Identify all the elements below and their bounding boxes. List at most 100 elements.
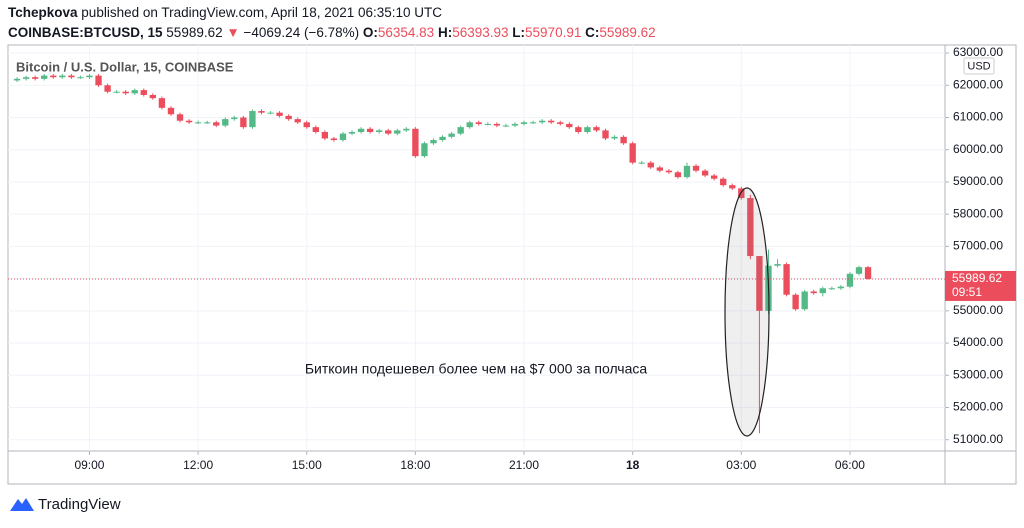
y-tick-label: 57000.00 bbox=[953, 239, 1003, 253]
candle-body bbox=[41, 75, 48, 79]
change: −4069.24 (−6.78%) bbox=[244, 25, 360, 40]
candle-body bbox=[810, 291, 817, 294]
candle-body bbox=[548, 120, 555, 123]
y-tick-label: 53000.00 bbox=[953, 367, 1003, 381]
y-tick-label: 58000.00 bbox=[953, 206, 1003, 220]
last-price-label: 55989.62 bbox=[952, 271, 1002, 285]
candle-body bbox=[185, 120, 193, 123]
chart-frame bbox=[7, 44, 1017, 485]
candle-body bbox=[376, 130, 383, 132]
candle-body bbox=[792, 294, 799, 310]
logo-icon bbox=[10, 498, 34, 511]
candle-body bbox=[475, 122, 482, 124]
candle-body bbox=[620, 136, 627, 144]
candle-body bbox=[665, 170, 673, 173]
candle-body bbox=[285, 115, 292, 120]
candle-body bbox=[529, 122, 537, 124]
candle-body bbox=[348, 132, 356, 134]
candle-body bbox=[720, 178, 727, 186]
candle-body bbox=[448, 133, 455, 137]
candle-body bbox=[656, 167, 663, 171]
candle-body bbox=[602, 130, 609, 139]
candle-body bbox=[801, 291, 808, 310]
candle-body bbox=[846, 273, 854, 287]
candle-body bbox=[611, 136, 618, 139]
o-label: O: bbox=[363, 25, 378, 40]
candle-body bbox=[77, 77, 84, 79]
candle-body bbox=[312, 127, 319, 132]
author: Tchepkova bbox=[8, 5, 78, 20]
candle-body bbox=[774, 264, 781, 266]
last-price-box bbox=[945, 270, 1016, 301]
candle-body bbox=[249, 111, 256, 128]
highlight-ellipse bbox=[724, 187, 770, 437]
ohlc-line: COINBASE:BTCUSD, 15 55989.62 ▼ −4069.24 … bbox=[8, 25, 656, 40]
y-tick-label: 51000.00 bbox=[953, 432, 1003, 446]
candle-body bbox=[366, 128, 374, 132]
c-value: 55989.62 bbox=[599, 25, 655, 40]
c-label: C: bbox=[585, 25, 599, 40]
y-tick-label: 54000.00 bbox=[953, 335, 1003, 349]
x-tick-label: 06:00 bbox=[835, 458, 865, 472]
o-value: 56354.83 bbox=[378, 25, 434, 40]
header-line: Tchepkova published on TradingView.com, … bbox=[8, 5, 442, 20]
candle-body bbox=[95, 75, 102, 86]
candle-body bbox=[819, 288, 826, 294]
candle-body bbox=[158, 98, 166, 108]
candle-body bbox=[674, 172, 682, 178]
candle-body bbox=[738, 188, 745, 199]
candle-body bbox=[104, 85, 111, 92]
candle-body bbox=[13, 78, 21, 81]
candle-body bbox=[339, 133, 347, 141]
candle-body bbox=[403, 128, 410, 131]
candle-body bbox=[113, 91, 120, 93]
candle-body bbox=[837, 286, 845, 289]
y-tick-label: 60000.00 bbox=[953, 142, 1003, 156]
candle-body bbox=[231, 117, 238, 120]
candle-body bbox=[330, 138, 338, 141]
candle-body bbox=[294, 119, 301, 123]
candle-body bbox=[122, 91, 129, 94]
candle-body bbox=[321, 132, 329, 139]
candle-body bbox=[701, 170, 709, 176]
published: published on TradingView.com, April 18, … bbox=[81, 5, 442, 20]
candle-body bbox=[828, 288, 836, 290]
candle-body bbox=[466, 122, 473, 128]
countdown: 09:51 bbox=[952, 285, 982, 299]
candle-body bbox=[68, 75, 75, 78]
candle-body bbox=[430, 140, 437, 144]
candle-body bbox=[557, 122, 564, 124]
candle-body bbox=[493, 123, 501, 126]
candle-body bbox=[276, 112, 283, 116]
candle-body bbox=[194, 122, 202, 124]
candle-body bbox=[167, 107, 175, 115]
candle-body bbox=[575, 127, 582, 132]
candle-body bbox=[538, 120, 546, 123]
candle-body bbox=[59, 75, 66, 78]
l-value: 55970.91 bbox=[525, 25, 581, 40]
arrow: ▼ bbox=[226, 25, 239, 40]
y-tick-label: 55000.00 bbox=[953, 303, 1003, 317]
candle-body bbox=[584, 127, 591, 132]
x-tick-label: 21:00 bbox=[509, 458, 539, 472]
candle-body bbox=[22, 77, 30, 79]
candle-body bbox=[511, 123, 519, 126]
candle-body bbox=[213, 122, 220, 126]
candle-body bbox=[864, 267, 872, 279]
candle-body bbox=[593, 127, 600, 131]
candle-body bbox=[86, 75, 93, 78]
x-tick-label: 12:00 bbox=[183, 458, 213, 472]
currency: USD bbox=[967, 60, 990, 72]
x-tick-label: 03:00 bbox=[726, 458, 756, 472]
y-tick-label: 62000.00 bbox=[953, 77, 1003, 91]
y-tick-label: 63000.00 bbox=[953, 45, 1003, 59]
candle-body bbox=[204, 122, 211, 124]
candle-body bbox=[756, 256, 763, 311]
candle-body bbox=[747, 198, 754, 257]
y-tick-label: 61000.00 bbox=[953, 110, 1003, 124]
y-tick-label: 52000.00 bbox=[953, 400, 1003, 414]
candle-body bbox=[502, 125, 510, 127]
annotation: Биткоин подешевел более чем на $7 000 за… bbox=[305, 361, 648, 377]
candle-body bbox=[629, 143, 636, 163]
